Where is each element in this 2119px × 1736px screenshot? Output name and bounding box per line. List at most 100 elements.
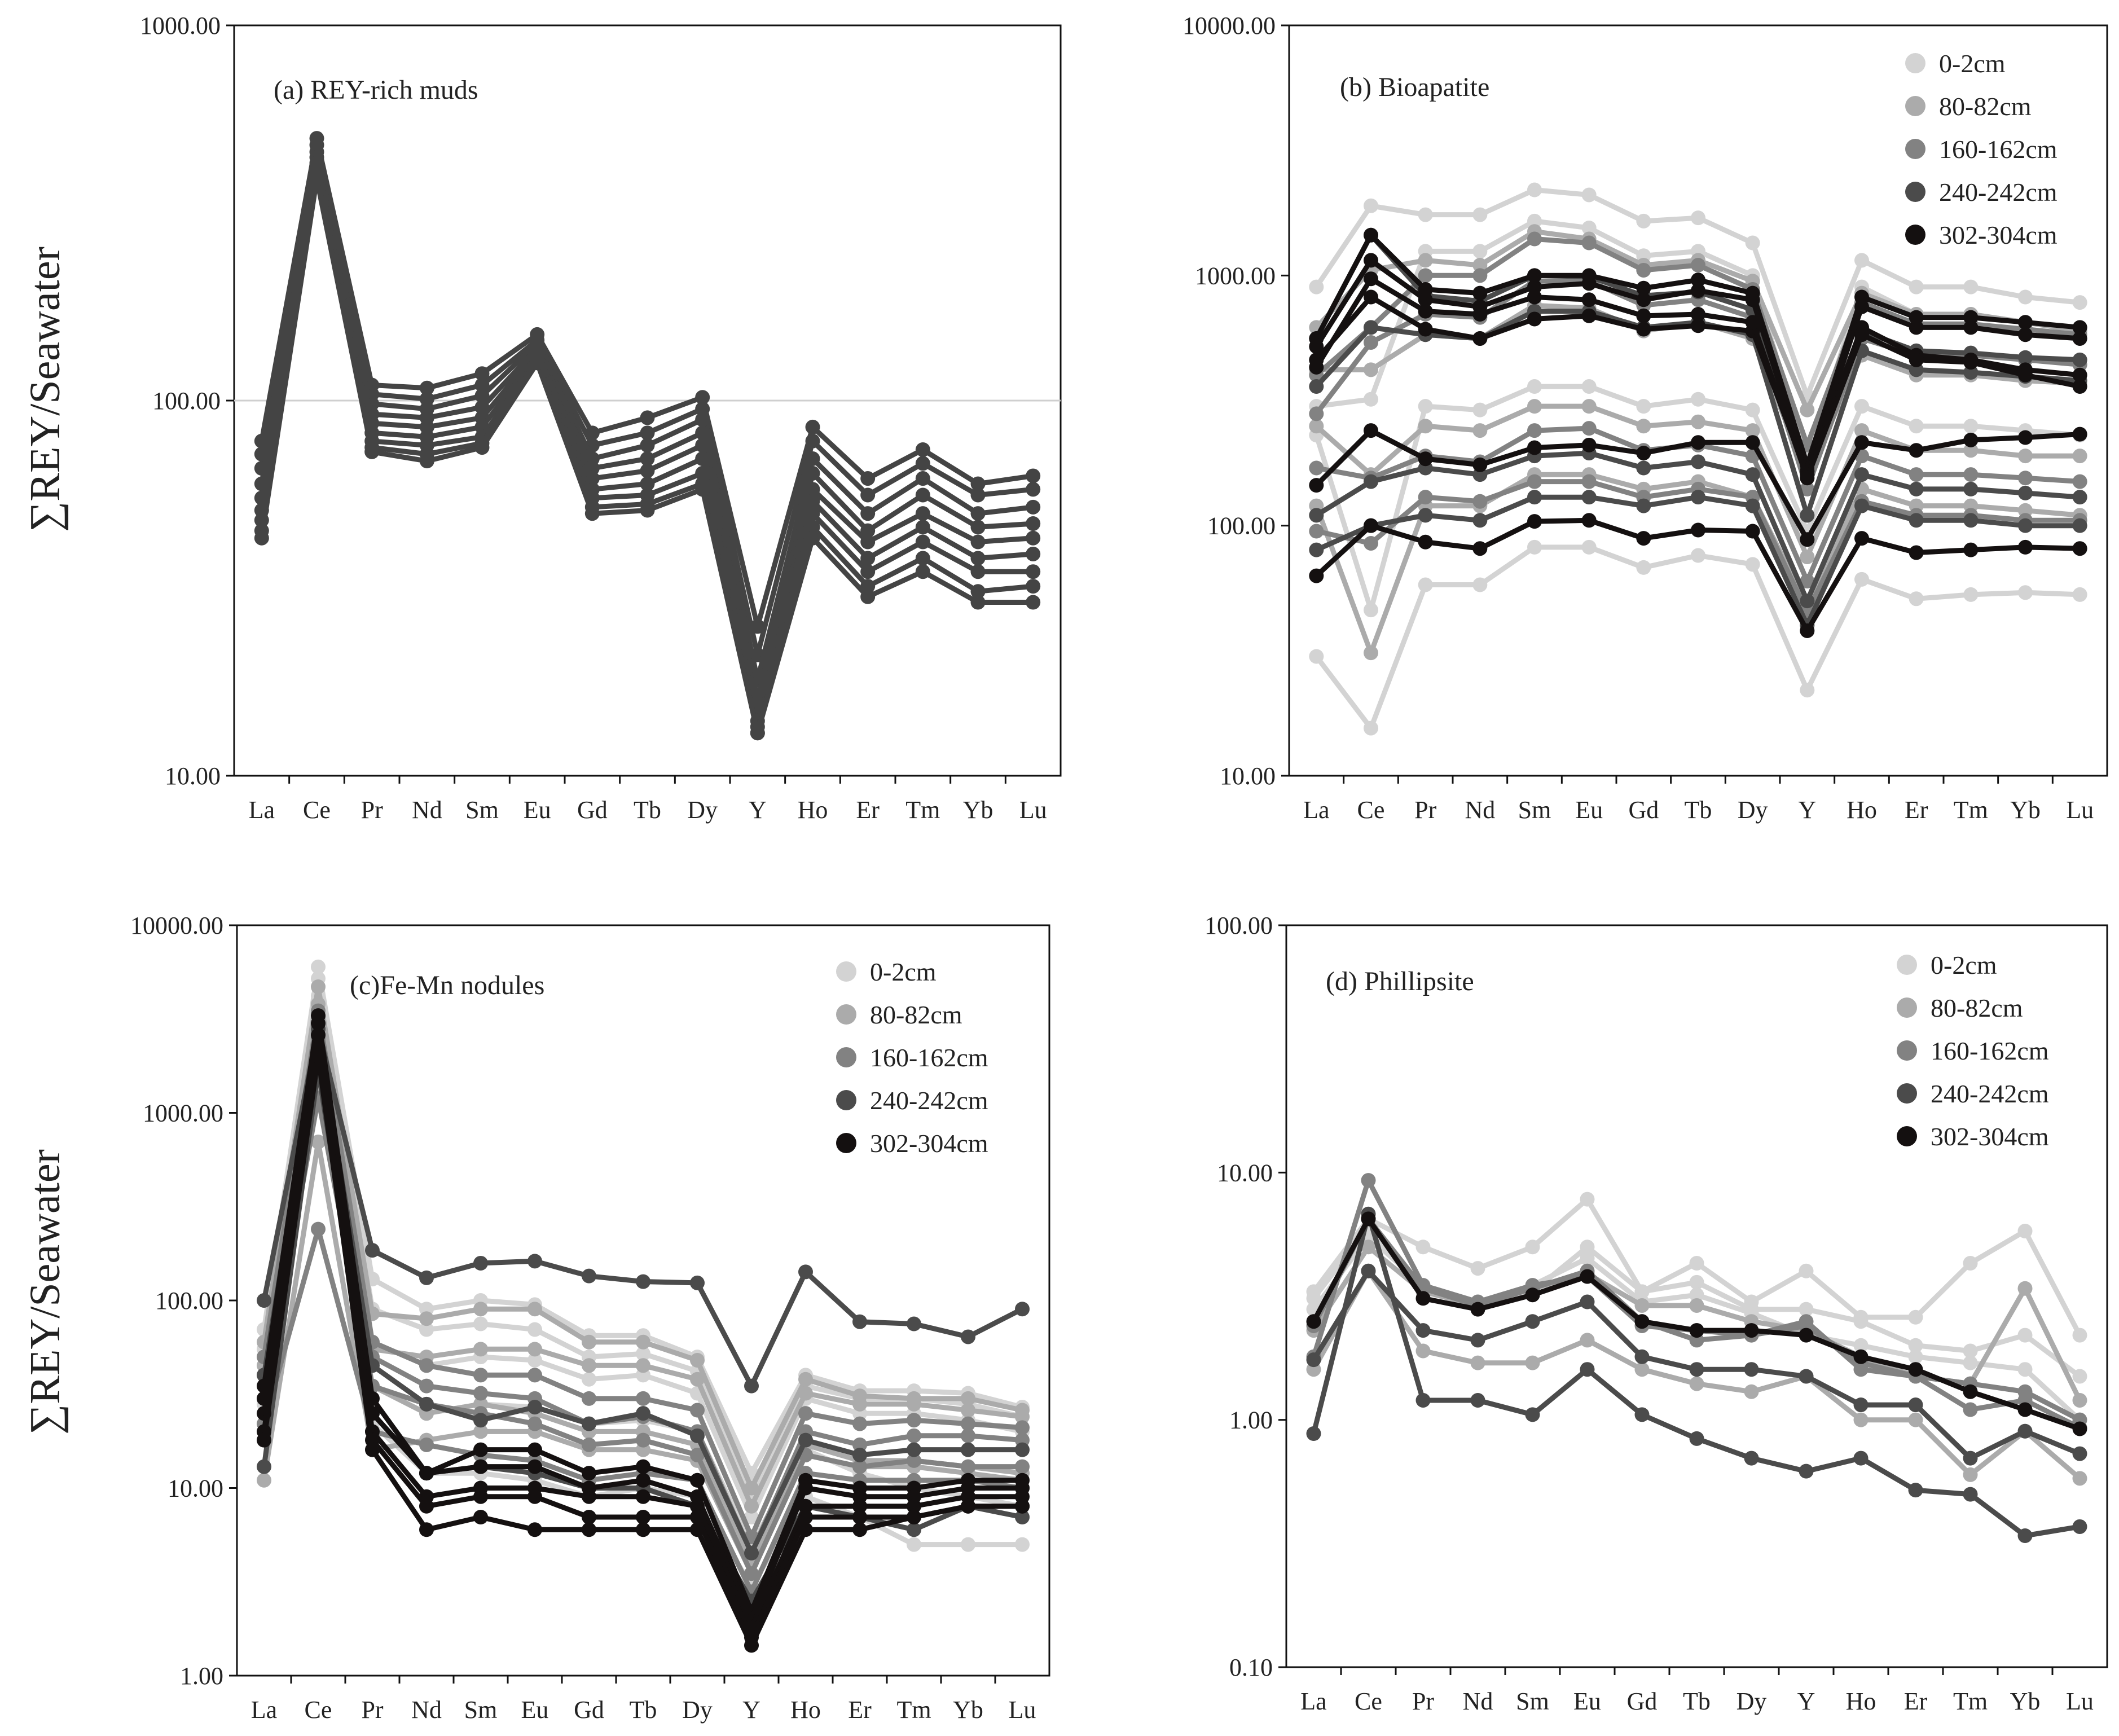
data-point (1745, 423, 1760, 438)
data-point (473, 1489, 488, 1504)
data-point (1472, 423, 1488, 438)
data-point (915, 520, 930, 535)
x-tick-label-sm: Sm (1516, 1687, 1549, 1715)
data-point (257, 1293, 271, 1308)
data-point (311, 1049, 326, 1064)
data-point (1963, 355, 1979, 370)
data-point (1745, 467, 1760, 482)
x-tick-label-sm: Sm (1518, 796, 1551, 824)
data-point (1472, 577, 1488, 592)
data-point (2072, 367, 2087, 383)
data-point (473, 1459, 488, 1474)
data-point (915, 506, 930, 521)
legend-label: 80-82cm (1939, 92, 2032, 121)
panel-a-rey-rich-muds: 10.00 100.00 1000.00 La Ce Pr Nd Sm Eu Gd Tb Dy Y Ho E… (140, 12, 1062, 824)
data-point (1364, 645, 1378, 661)
data-point (1909, 591, 1924, 606)
x-tick-label-sm: Sm (465, 796, 499, 824)
data-point (852, 1498, 867, 1514)
data-point (1527, 423, 1542, 438)
data-point (1581, 513, 1597, 528)
data-point (2017, 1423, 2033, 1439)
data-point (961, 1537, 975, 1552)
data-point (1015, 1459, 1030, 1474)
data-point (1418, 322, 1433, 337)
data-point (1309, 406, 1324, 421)
data-point (1854, 399, 1869, 414)
data-point (1854, 327, 1869, 342)
data-point (852, 1314, 867, 1329)
data-point (1472, 402, 1488, 417)
data-point (1963, 1255, 1978, 1271)
y-tick-label: 10000.00 (130, 912, 223, 939)
x-tick-label-tm: Tm (1953, 1687, 1988, 1715)
x-tick-label-gd: Gd (577, 796, 608, 824)
data-point (1909, 513, 1924, 528)
data-point (1963, 467, 1979, 482)
data-point (695, 425, 710, 441)
data-point (1026, 468, 1041, 484)
data-point (473, 1386, 488, 1401)
data-point (852, 1510, 867, 1525)
data-point (1745, 235, 1760, 250)
series-240-242cm (1309, 446, 2087, 609)
series-302-304cm (1309, 423, 2087, 547)
legend-label: 80-82cm (870, 1000, 962, 1029)
data-point (2072, 379, 2087, 394)
data-point (2072, 1471, 2087, 1486)
data-point (1909, 467, 1924, 482)
data-point (1472, 268, 1488, 283)
data-point (1527, 514, 1542, 529)
data-point (1309, 359, 1324, 375)
panel-title: (c)Fe-Mn nodules (350, 970, 544, 1000)
legend: 0-2cm 80-82cm 160-162cm 240-242cm 302-304cm (1905, 49, 2058, 249)
data-point (2018, 327, 2033, 342)
data-point (1361, 1211, 1376, 1227)
data-point (419, 1498, 434, 1514)
data-point (640, 503, 655, 518)
x-tick-label-nd: Nd (1465, 796, 1495, 824)
data-point (695, 451, 710, 467)
data-point (1800, 683, 1815, 698)
data-point (690, 1510, 705, 1525)
data-point (744, 1510, 759, 1525)
data-point (1026, 499, 1041, 515)
y-tick-label: 100.00 (1207, 512, 1276, 540)
data-point (1691, 454, 1705, 469)
data-point (527, 1522, 542, 1537)
series-240-242cm (1306, 1263, 2087, 1466)
data-point (1636, 308, 1651, 323)
data-point (2018, 289, 2033, 305)
data-point (690, 1473, 705, 1488)
data-point (1527, 440, 1542, 455)
data-point (1015, 1498, 1030, 1514)
data-point (1470, 1392, 1485, 1408)
data-point (636, 1346, 650, 1361)
data-point (1634, 1314, 1650, 1329)
data-point (805, 493, 820, 508)
data-point (970, 476, 986, 491)
data-point (750, 726, 765, 741)
x-tick-label-er: Er (848, 1696, 872, 1724)
data-point (1963, 1384, 1978, 1399)
data-point (1026, 530, 1041, 546)
data-point (1800, 594, 1815, 609)
data-point (582, 1510, 596, 1525)
data-point (1415, 1240, 1431, 1255)
x-tick-label-la: La (251, 1696, 277, 1724)
data-point (1800, 574, 1815, 589)
y-axis-label-top: ∑REY/Seawater (21, 247, 69, 532)
data-point (636, 1391, 650, 1406)
data-point (636, 1459, 650, 1474)
data-point (1963, 279, 1979, 295)
data-point (970, 551, 986, 566)
data-point (915, 551, 930, 566)
data-point (2018, 449, 2033, 464)
data-point (1800, 508, 1815, 523)
data-point (636, 1510, 650, 1525)
data-point (1418, 399, 1433, 414)
data-point (1015, 1442, 1030, 1457)
data-point (860, 564, 876, 579)
data-point (1472, 207, 1488, 222)
